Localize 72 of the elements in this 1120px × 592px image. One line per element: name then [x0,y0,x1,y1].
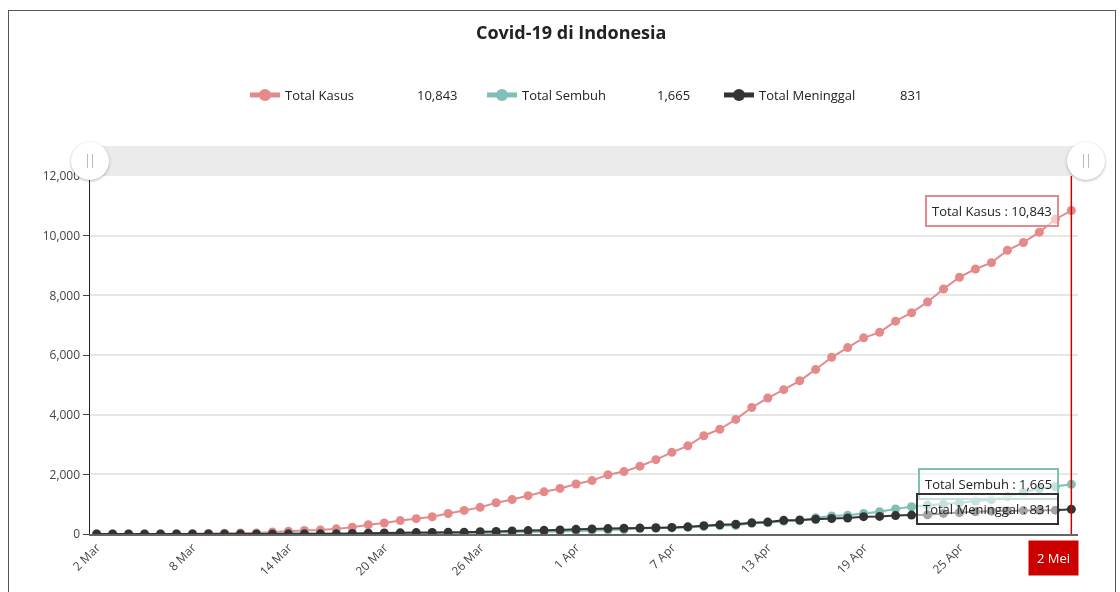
point [555,483,565,493]
point [395,516,405,526]
point [986,495,996,505]
point [731,414,741,424]
point [699,431,709,441]
point [954,272,964,282]
point [667,447,677,457]
point [795,376,805,386]
point [571,479,581,489]
point [475,502,485,512]
point [587,476,597,486]
text: 10,843 [417,86,458,104]
point [363,520,373,530]
x-tick-label: 13 Apr [736,539,775,578]
point [1018,238,1028,247]
point [1002,245,1012,255]
point [811,364,821,374]
x-tick-label: 20 Mar [351,539,392,580]
annotation: Total Meninggal : 831 [923,500,1052,518]
point [779,385,789,395]
y-tick-label: 4,000 [49,405,81,423]
x-tick-label: 14 Mar [255,539,296,580]
point [859,333,869,343]
point [619,467,629,477]
point [827,352,837,362]
legend-label: Total Meninggal [759,86,856,105]
point [875,327,885,337]
point [1034,227,1044,237]
x-tick-label: 7 Apr [645,539,680,573]
point [427,512,437,522]
point [939,284,949,294]
point [523,491,533,501]
annotation: Total Sembuh : 1,665 [925,475,1053,493]
y-tick-label: 10,000 [42,226,81,244]
point [507,495,517,505]
ref-line-label: 2 Mei [1037,549,1071,567]
point [651,455,661,465]
point [379,518,389,528]
point [891,316,901,326]
legend-label: Total Kasus [285,86,355,105]
legend-label: Total Sembuh [522,86,606,105]
point [443,509,453,519]
point [907,502,917,512]
point [635,461,645,471]
point [970,264,980,274]
annotation: Total Kasus : 10,843 [932,202,1052,220]
point [843,343,853,353]
point [1002,492,1012,502]
point [539,487,549,497]
y-tick-label: 2,000 [49,465,81,483]
y-tick-label: 8,000 [49,286,81,304]
point [491,498,501,508]
x-tick-label: 25 Apr [928,539,967,578]
point [907,308,917,318]
y-tick-label: 6,000 [49,346,81,364]
point [763,393,773,403]
point [1050,214,1060,224]
point [923,297,933,307]
point [715,424,725,434]
chart-title: Covid-19 di Indonesia [475,20,667,45]
point [986,258,996,268]
point [683,441,693,451]
x-tick-label: 19 Apr [832,539,871,578]
point [411,514,421,524]
text: 831 [900,86,923,104]
x-tick-label: 8 Mar [164,539,200,575]
point [459,505,469,515]
point [747,402,757,412]
text: 1,665 [657,86,691,104]
x-tick-label: 26 Mar [447,539,488,580]
point [603,470,613,480]
x-tick-label: 1 Apr [549,539,584,573]
